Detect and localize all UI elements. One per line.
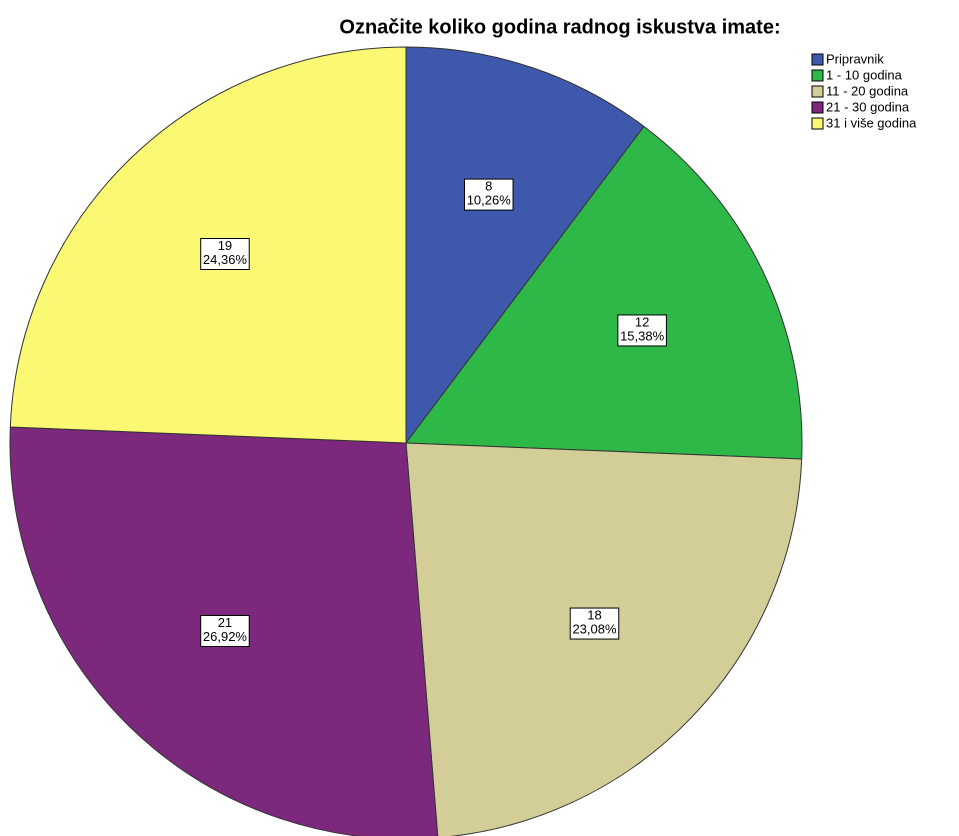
legend-swatch bbox=[811, 101, 824, 114]
legend-label: 1 - 10 godina bbox=[826, 67, 903, 82]
data-label-percent: 23,08% bbox=[572, 621, 617, 636]
data-label-count: 19 bbox=[218, 238, 232, 253]
legend-label: 11 - 20 godina bbox=[826, 83, 909, 98]
legend-label: 21 - 30 godina bbox=[826, 99, 910, 114]
data-label-count: 8 bbox=[485, 179, 492, 194]
data-label-percent: 10,26% bbox=[467, 193, 512, 208]
legend-label: 31 i više godina bbox=[826, 115, 917, 130]
pie-slice bbox=[405, 125, 803, 460]
data-label-count: 18 bbox=[587, 607, 601, 622]
legend-swatch bbox=[811, 69, 824, 82]
data-label-box bbox=[200, 238, 250, 271]
data-label-box bbox=[617, 314, 667, 347]
data-label-percent: 24,36% bbox=[203, 252, 248, 267]
legend-swatch bbox=[811, 85, 824, 98]
data-label-percent: 15,38% bbox=[620, 328, 665, 343]
data-label-percent: 26,92% bbox=[203, 629, 248, 644]
chart-title: Označite koliko godina radnog iskustva i… bbox=[339, 16, 780, 38]
data-label-count: 21 bbox=[218, 615, 232, 630]
data-label-count: 12 bbox=[635, 314, 649, 329]
pie-slice bbox=[405, 46, 645, 445]
data-label-box bbox=[569, 607, 620, 640]
legend-swatch bbox=[811, 53, 824, 66]
legend-swatch bbox=[811, 117, 824, 130]
data-label-box bbox=[463, 178, 514, 211]
legend-label: Pripravnik bbox=[826, 51, 884, 66]
data-label-box bbox=[200, 614, 250, 647]
data-label: 810,26% bbox=[463, 178, 514, 211]
